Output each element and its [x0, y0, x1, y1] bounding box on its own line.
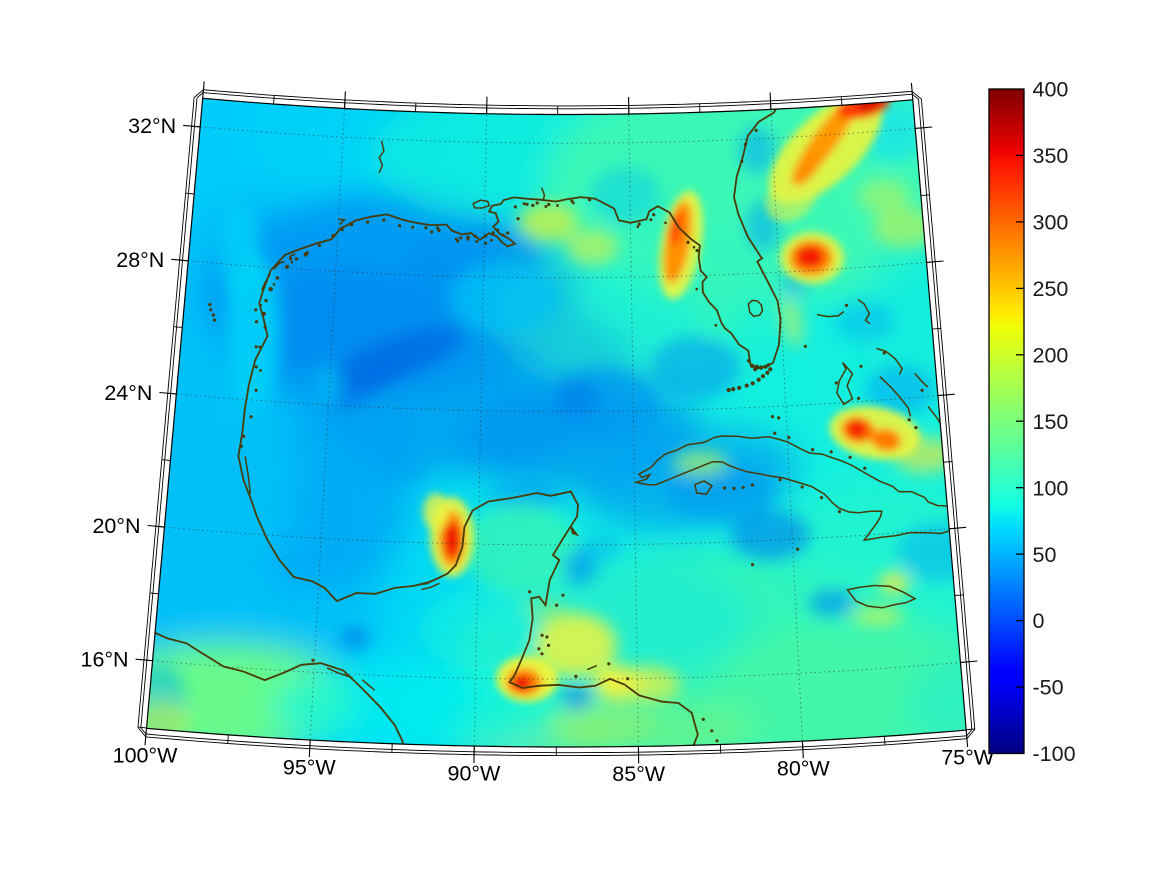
svg-text:350: 350	[1033, 144, 1069, 168]
svg-text:28°N: 28°N	[116, 248, 164, 272]
svg-text:20°N: 20°N	[92, 514, 140, 538]
svg-text:24°N: 24°N	[104, 381, 152, 405]
svg-text:80°W: 80°W	[777, 757, 831, 781]
svg-text:200: 200	[1033, 343, 1069, 367]
svg-text:90°W: 90°W	[447, 762, 501, 786]
svg-text:300: 300	[1033, 211, 1069, 235]
svg-text:50: 50	[1033, 543, 1057, 567]
svg-text:-100: -100	[1033, 742, 1076, 766]
svg-text:250: 250	[1033, 277, 1069, 301]
svg-text:100: 100	[1033, 476, 1069, 500]
svg-text:100°W: 100°W	[113, 744, 178, 768]
svg-text:-50: -50	[1033, 676, 1064, 700]
svg-text:400: 400	[1033, 78, 1069, 102]
svg-text:95°W: 95°W	[283, 756, 337, 780]
svg-text:32°N: 32°N	[128, 114, 176, 138]
svg-text:16°N: 16°N	[81, 648, 129, 672]
svg-text:150: 150	[1033, 410, 1069, 434]
svg-text:85°W: 85°W	[612, 762, 666, 786]
svg-text:75°W: 75°W	[941, 746, 995, 770]
svg-text:0: 0	[1033, 609, 1045, 633]
